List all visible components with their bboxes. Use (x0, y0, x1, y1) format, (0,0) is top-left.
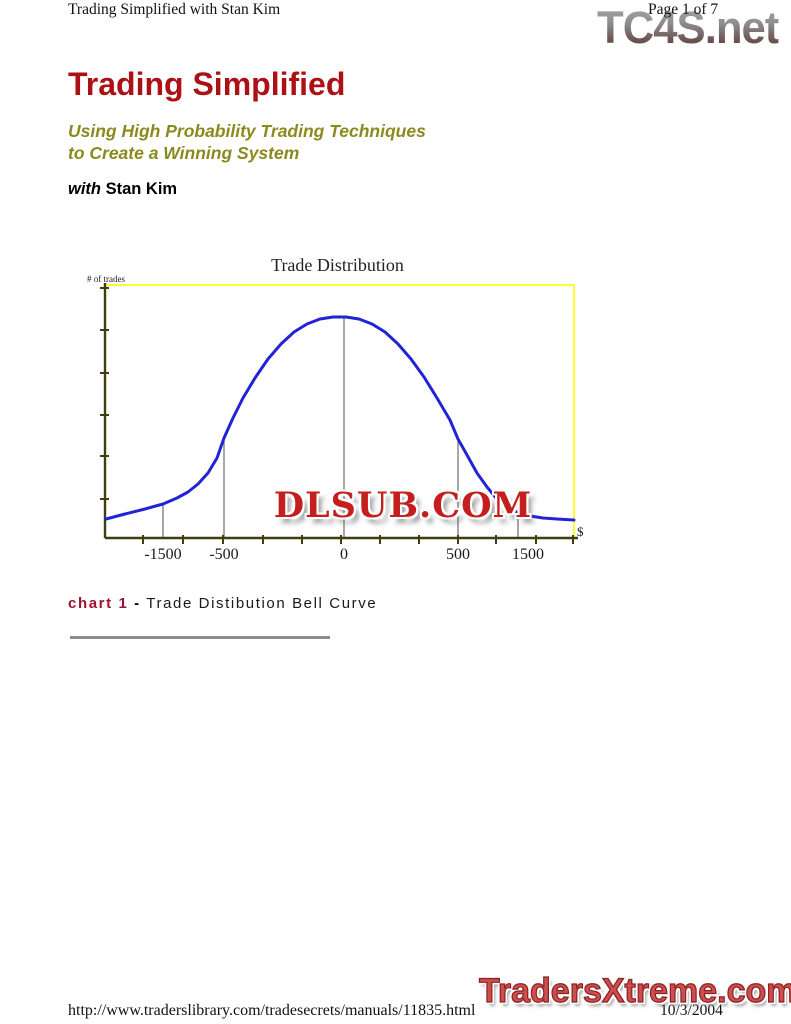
subtitle-line-1: Using High Probability Trading Technique… (68, 121, 426, 141)
bell-curve (104, 315, 576, 522)
page-subtitle: Using High Probability Trading Technique… (68, 121, 426, 165)
chart-y-axis-label: # of trades (87, 274, 125, 284)
x-tick-label: 1500 (512, 546, 544, 563)
horizontal-rule (70, 636, 330, 639)
footer-url: http://www.traderslibrary.com/tradesecre… (68, 1002, 476, 1019)
x-tick-label: -500 (209, 546, 239, 563)
tc4s-logo: TC4S.net (597, 2, 779, 53)
header-page-number: Page 1 of 7 (648, 1, 719, 18)
tradersxtreme-logo: TradersXtreme.com (478, 971, 791, 1010)
byline-prefix: with (68, 180, 101, 198)
chart-caption-label: chart 1 (68, 595, 129, 612)
chart-caption-separator: - (134, 595, 141, 612)
x-tick-label: 500 (446, 546, 470, 563)
header-running-title: Trading Simplified with Stan Kim (68, 1, 281, 18)
page-title: Trading Simplified (68, 66, 346, 102)
trade-distribution-chart: Trade Distribution # of trades $ DLSUB.C… (85, 252, 600, 587)
dlsub-watermark: DLSUB.COM (273, 485, 533, 526)
x-tick-label: -1500 (144, 546, 182, 563)
chart-caption: chart 1 - Trade Distibution Bell Curve (68, 595, 377, 612)
byline-author: Stan Kim (105, 180, 178, 198)
chart-canvas (100, 283, 578, 544)
chart-caption-text: Trade Distibution Bell Curve (146, 595, 378, 612)
chart-x-axis-unit: $ (577, 524, 584, 539)
byline: with Stan Kim (68, 180, 177, 199)
subtitle-line-2: to Create a Winning System (68, 142, 300, 163)
chart-title: Trade Distribution (271, 255, 404, 275)
footer-date: 10/3/2004 (660, 1002, 723, 1019)
x-tick-label: 0 (340, 546, 348, 563)
